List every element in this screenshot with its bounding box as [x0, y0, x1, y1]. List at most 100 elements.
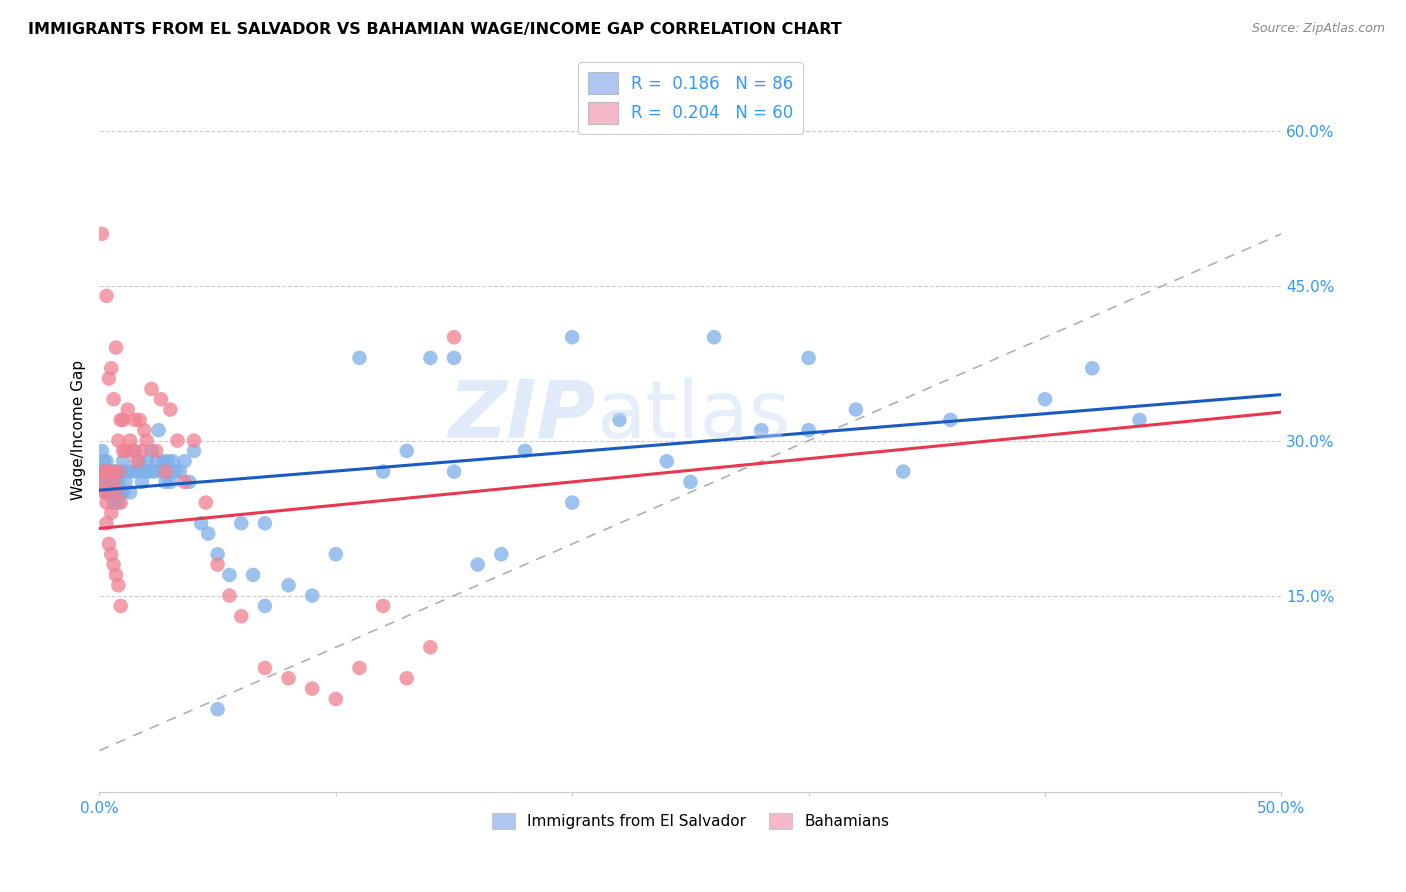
- Point: [797, 423, 820, 437]
- Point: [179, 475, 201, 489]
- Point: [467, 558, 489, 572]
- Point: [96, 465, 118, 479]
- Point: [96, 454, 118, 468]
- Point: [100, 475, 122, 489]
- Point: [135, 454, 157, 468]
- Point: [100, 361, 122, 376]
- Point: [112, 485, 135, 500]
- Point: [134, 465, 156, 479]
- Point: [149, 465, 172, 479]
- Point: [253, 516, 276, 531]
- Point: [97, 465, 120, 479]
- Point: [491, 547, 513, 561]
- Point: [183, 434, 205, 448]
- Point: [138, 465, 160, 479]
- Point: [231, 516, 253, 531]
- Point: [114, 444, 136, 458]
- Point: [121, 465, 143, 479]
- Point: [107, 578, 129, 592]
- Point: [371, 465, 394, 479]
- Point: [128, 413, 150, 427]
- Point: [97, 485, 120, 500]
- Point: [891, 465, 914, 479]
- Point: [141, 382, 163, 396]
- Point: [1081, 361, 1104, 376]
- Point: [104, 485, 127, 500]
- Point: [371, 599, 394, 613]
- Point: [152, 454, 174, 468]
- Point: [395, 671, 418, 685]
- Point: [120, 485, 142, 500]
- Point: [90, 444, 112, 458]
- Point: [183, 444, 205, 458]
- Point: [277, 578, 299, 592]
- Point: [1033, 392, 1056, 407]
- Point: [190, 516, 212, 531]
- Point: [127, 465, 149, 479]
- Point: [443, 330, 465, 344]
- Point: [110, 413, 132, 427]
- Point: [149, 392, 172, 407]
- Point: [142, 465, 165, 479]
- Point: [117, 402, 139, 417]
- Point: [165, 465, 187, 479]
- Point: [561, 330, 583, 344]
- Point: [124, 444, 146, 458]
- Point: [103, 475, 125, 489]
- Point: [124, 413, 146, 427]
- Point: [301, 589, 323, 603]
- Point: [325, 547, 347, 561]
- Point: [100, 465, 122, 479]
- Point: [131, 475, 153, 489]
- Point: [121, 444, 143, 458]
- Point: [797, 351, 820, 365]
- Point: [939, 413, 962, 427]
- Point: [93, 475, 115, 489]
- Point: [112, 454, 135, 468]
- Point: [112, 444, 135, 458]
- Point: [159, 402, 181, 417]
- Point: [134, 423, 156, 437]
- Point: [103, 392, 125, 407]
- Point: [96, 495, 118, 509]
- Point: [231, 609, 253, 624]
- Point: [93, 454, 115, 468]
- Point: [96, 485, 118, 500]
- Point: [145, 444, 167, 458]
- Point: [253, 599, 276, 613]
- Point: [97, 371, 120, 385]
- Point: [110, 465, 132, 479]
- Point: [145, 454, 167, 468]
- Point: [107, 495, 129, 509]
- Point: [845, 402, 868, 417]
- Point: [104, 485, 127, 500]
- Point: [395, 444, 418, 458]
- Point: [107, 475, 129, 489]
- Point: [166, 434, 188, 448]
- Point: [148, 423, 170, 437]
- Point: [679, 475, 702, 489]
- Point: [93, 465, 115, 479]
- Point: [169, 465, 191, 479]
- Point: [96, 465, 118, 479]
- Point: [162, 454, 184, 468]
- Point: [117, 465, 139, 479]
- Point: [207, 558, 229, 572]
- Point: [218, 589, 240, 603]
- Point: [93, 465, 115, 479]
- Point: [207, 702, 229, 716]
- Point: [120, 434, 142, 448]
- Point: [1129, 413, 1152, 427]
- Point: [155, 465, 177, 479]
- Point: [107, 434, 129, 448]
- Point: [173, 475, 195, 489]
- Point: [103, 558, 125, 572]
- Point: [93, 485, 115, 500]
- Point: [197, 526, 219, 541]
- Point: [253, 661, 276, 675]
- Point: [277, 671, 299, 685]
- Point: [100, 485, 122, 500]
- Point: [349, 661, 371, 675]
- Point: [156, 454, 179, 468]
- Legend: Immigrants from El Salvador, Bahamians: Immigrants from El Salvador, Bahamians: [485, 806, 896, 835]
